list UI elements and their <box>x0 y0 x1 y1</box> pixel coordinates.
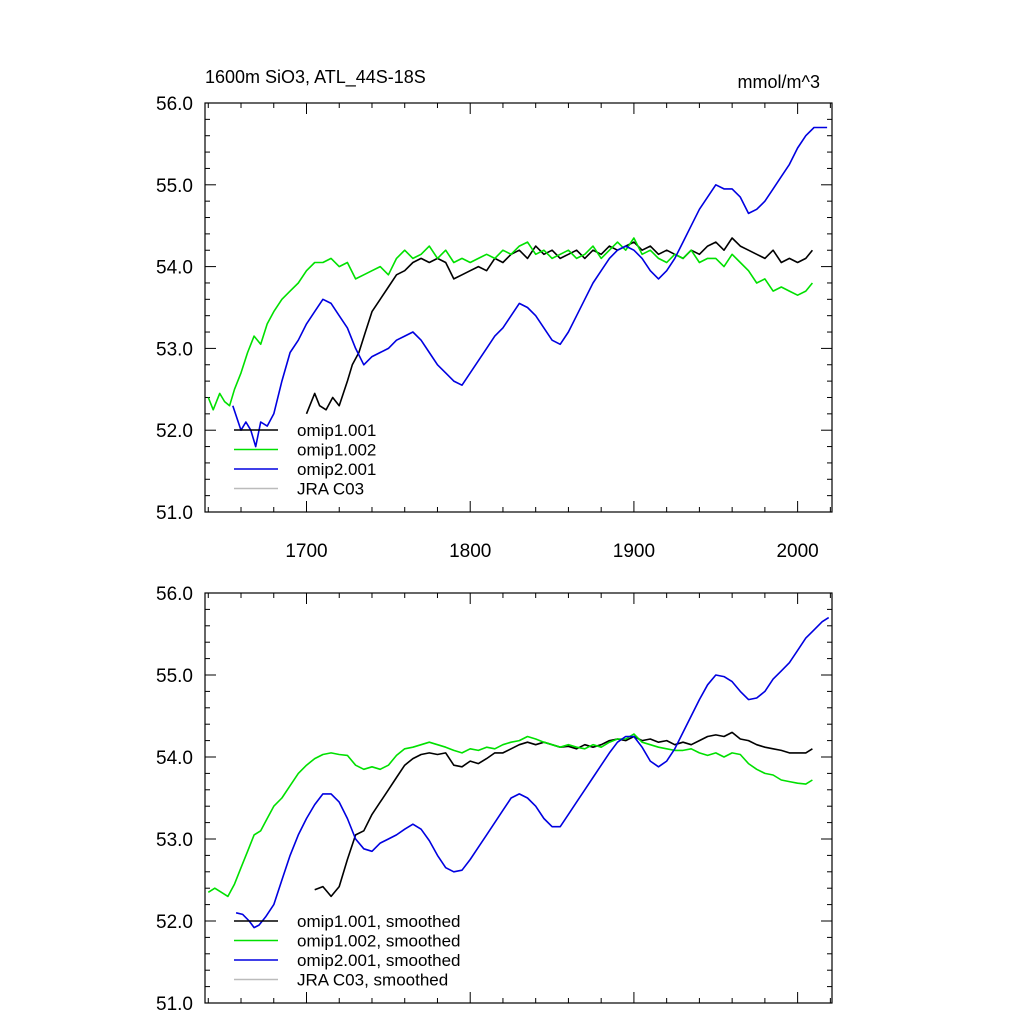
legend-label: JRA C03 <box>297 480 364 499</box>
series-line-omip2-001-smoothed <box>235 616 830 929</box>
panel-raw: 51.0 52.0 53.0 54.0 55.0 56.0 1700 1800 1900 2000… <box>156 67 833 562</box>
y-tick-label: 56.0 <box>156 94 193 115</box>
x-tick-label: 2000 <box>776 541 818 562</box>
series-line-omip1-002 <box>207 237 814 411</box>
y-tick-label: 53.0 <box>156 339 193 360</box>
series-line-omip1-001 <box>305 237 814 415</box>
plot-frame <box>204 102 833 513</box>
y-tick-label: 55.0 <box>156 176 193 197</box>
series-line-omip1-001-smoothed <box>314 731 813 898</box>
legend-label: omip1.002, smoothed <box>297 932 461 951</box>
legend-label: omip1.001, smoothed <box>297 912 461 931</box>
chart-units: mmol/m^3 <box>738 72 820 92</box>
x-tick-label: 1700 <box>285 541 327 562</box>
legend-label: omip2.001 <box>297 460 376 479</box>
y-tick-label: 52.0 <box>156 421 193 442</box>
series-line-omip1-002-smoothed <box>207 733 813 898</box>
plot-frame <box>204 592 833 1004</box>
y-tick-label: 51.0 <box>156 994 193 1015</box>
chart-title: 1600m SiO3, ATL_44S-18S <box>205 67 426 88</box>
y-tick-label: 53.0 <box>156 830 193 851</box>
x-tick-label: 1800 <box>449 541 491 562</box>
panel-smoothed: 51.0 52.0 53.0 54.0 55.0 56.0 omip1.001, smoot… <box>156 584 833 1015</box>
legend-label: JRA C03, smoothed <box>297 971 448 990</box>
legend-label: omip1.001 <box>297 421 376 440</box>
x-tick-label: 1900 <box>613 541 655 562</box>
y-tick-label: 54.0 <box>156 258 193 279</box>
y-tick-label: 56.0 <box>156 584 193 605</box>
legend-label: omip1.002 <box>297 441 376 460</box>
y-tick-label: 51.0 <box>156 503 193 524</box>
y-tick-label: 54.0 <box>156 748 193 769</box>
series-line-omip2-001 <box>232 126 828 448</box>
y-tick-label: 52.0 <box>156 912 193 933</box>
legend-label: omip2.001, smoothed <box>297 951 461 970</box>
y-tick-label: 55.0 <box>156 666 193 687</box>
